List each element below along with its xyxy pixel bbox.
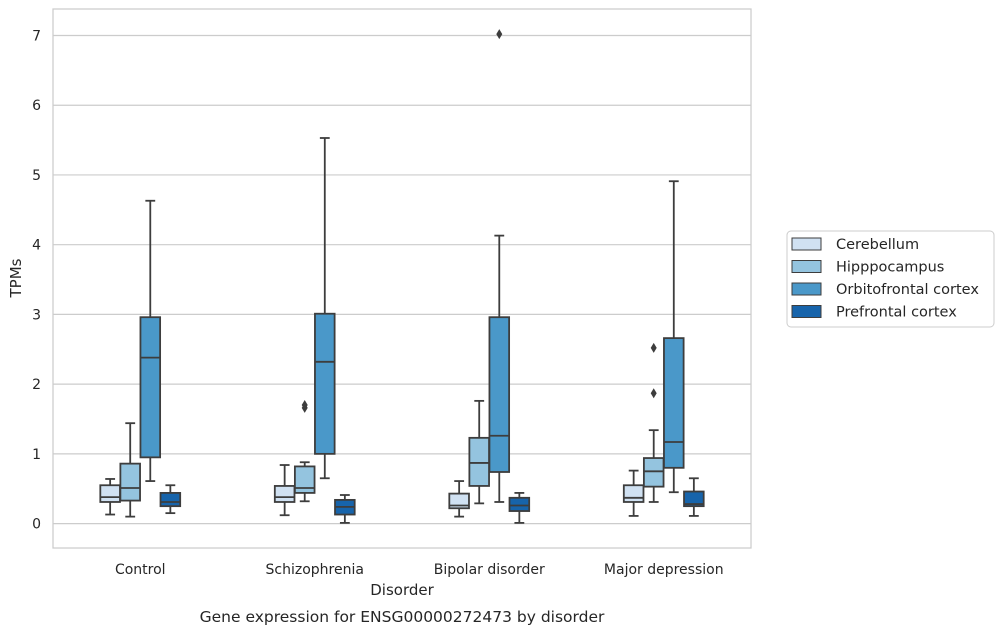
legend-item: Hipppocampus — [791, 260, 944, 276]
legend-label: Orbitofrontal cortex — [836, 282, 979, 298]
legend-swatch — [791, 260, 822, 273]
gridlines — [53, 34, 751, 525]
box-series — [99, 29, 705, 524]
box — [488, 29, 511, 503]
outlier-marker — [650, 342, 657, 353]
box — [508, 492, 531, 524]
series-cerebellum — [99, 464, 645, 518]
y-tick-label: 6 — [32, 98, 41, 114]
iqr-box — [622, 484, 645, 503]
iqr-box — [159, 492, 182, 508]
iqr-box — [468, 436, 490, 487]
iqr-box — [293, 465, 316, 494]
y-tick-label: 4 — [32, 238, 41, 254]
series-hipppocampus — [119, 342, 665, 518]
box — [468, 399, 490, 505]
legend-swatch — [791, 282, 822, 296]
y-tick-label: 3 — [32, 307, 41, 323]
outlier-marker — [301, 400, 308, 411]
box — [683, 477, 705, 517]
y-tick-label: 7 — [32, 28, 41, 44]
y-tick-label: 0 — [32, 517, 41, 533]
y-axis-label: TPMs — [7, 258, 25, 298]
x-tick-label: Bipolar disorder — [434, 562, 545, 578]
box — [99, 478, 121, 516]
legend-swatch — [791, 237, 822, 251]
box — [139, 199, 162, 482]
iqr-box — [273, 485, 296, 503]
legend-item: Orbitofrontal cortex — [791, 282, 979, 298]
plot-area-frame — [52, 8, 752, 549]
iqr-box — [119, 462, 141, 502]
y-axis-ticks: 0 1 2 3 4 5 6 7 — [32, 28, 41, 532]
y-tick-label: 5 — [32, 168, 41, 184]
box — [334, 494, 356, 524]
iqr-box — [314, 312, 336, 455]
legend-swatch — [791, 305, 822, 318]
box — [314, 137, 336, 480]
legend-item: Cerebellum — [791, 237, 919, 253]
y-tick-label: 1 — [32, 447, 41, 463]
series-prefrontal-cortex — [159, 477, 705, 524]
chart-caption: Gene expression for ENSG00000272473 by d… — [200, 608, 605, 626]
iqr-box — [508, 496, 531, 512]
y-tick-label: 2 — [32, 377, 41, 393]
outlier-marker — [496, 29, 503, 40]
box — [642, 342, 665, 503]
iqr-box — [683, 490, 705, 508]
legend-frame — [786, 230, 995, 328]
iqr-box — [139, 316, 162, 459]
iqr-box — [663, 337, 685, 469]
box — [293, 400, 316, 503]
legend-label: Hipppocampus — [836, 260, 944, 276]
box — [622, 469, 645, 517]
box — [119, 422, 141, 518]
box — [159, 484, 182, 515]
series-orbitofrontal-cortex — [139, 29, 685, 503]
iqr-box — [488, 316, 511, 473]
box — [663, 180, 685, 494]
legend: Cerebellum Hipppocampus Orbitofrontal cort… — [786, 230, 995, 328]
x-axis-label: Disorder — [370, 581, 434, 599]
iqr-box — [642, 457, 665, 488]
x-axis-ticks: Control Schizophrenia Bipolar disorder Majo… — [115, 562, 724, 578]
outlier-marker — [650, 388, 657, 399]
x-tick-label: Major depression — [604, 562, 724, 578]
iqr-box — [99, 484, 121, 503]
box — [448, 480, 470, 518]
legend-label: Cerebellum — [836, 237, 919, 253]
x-tick-label: Control — [115, 562, 166, 578]
box — [273, 464, 296, 517]
legend-item: Prefrontal cortex — [791, 305, 957, 321]
legend-label: Prefrontal cortex — [836, 305, 957, 321]
x-tick-label: Schizophrenia — [266, 562, 364, 578]
